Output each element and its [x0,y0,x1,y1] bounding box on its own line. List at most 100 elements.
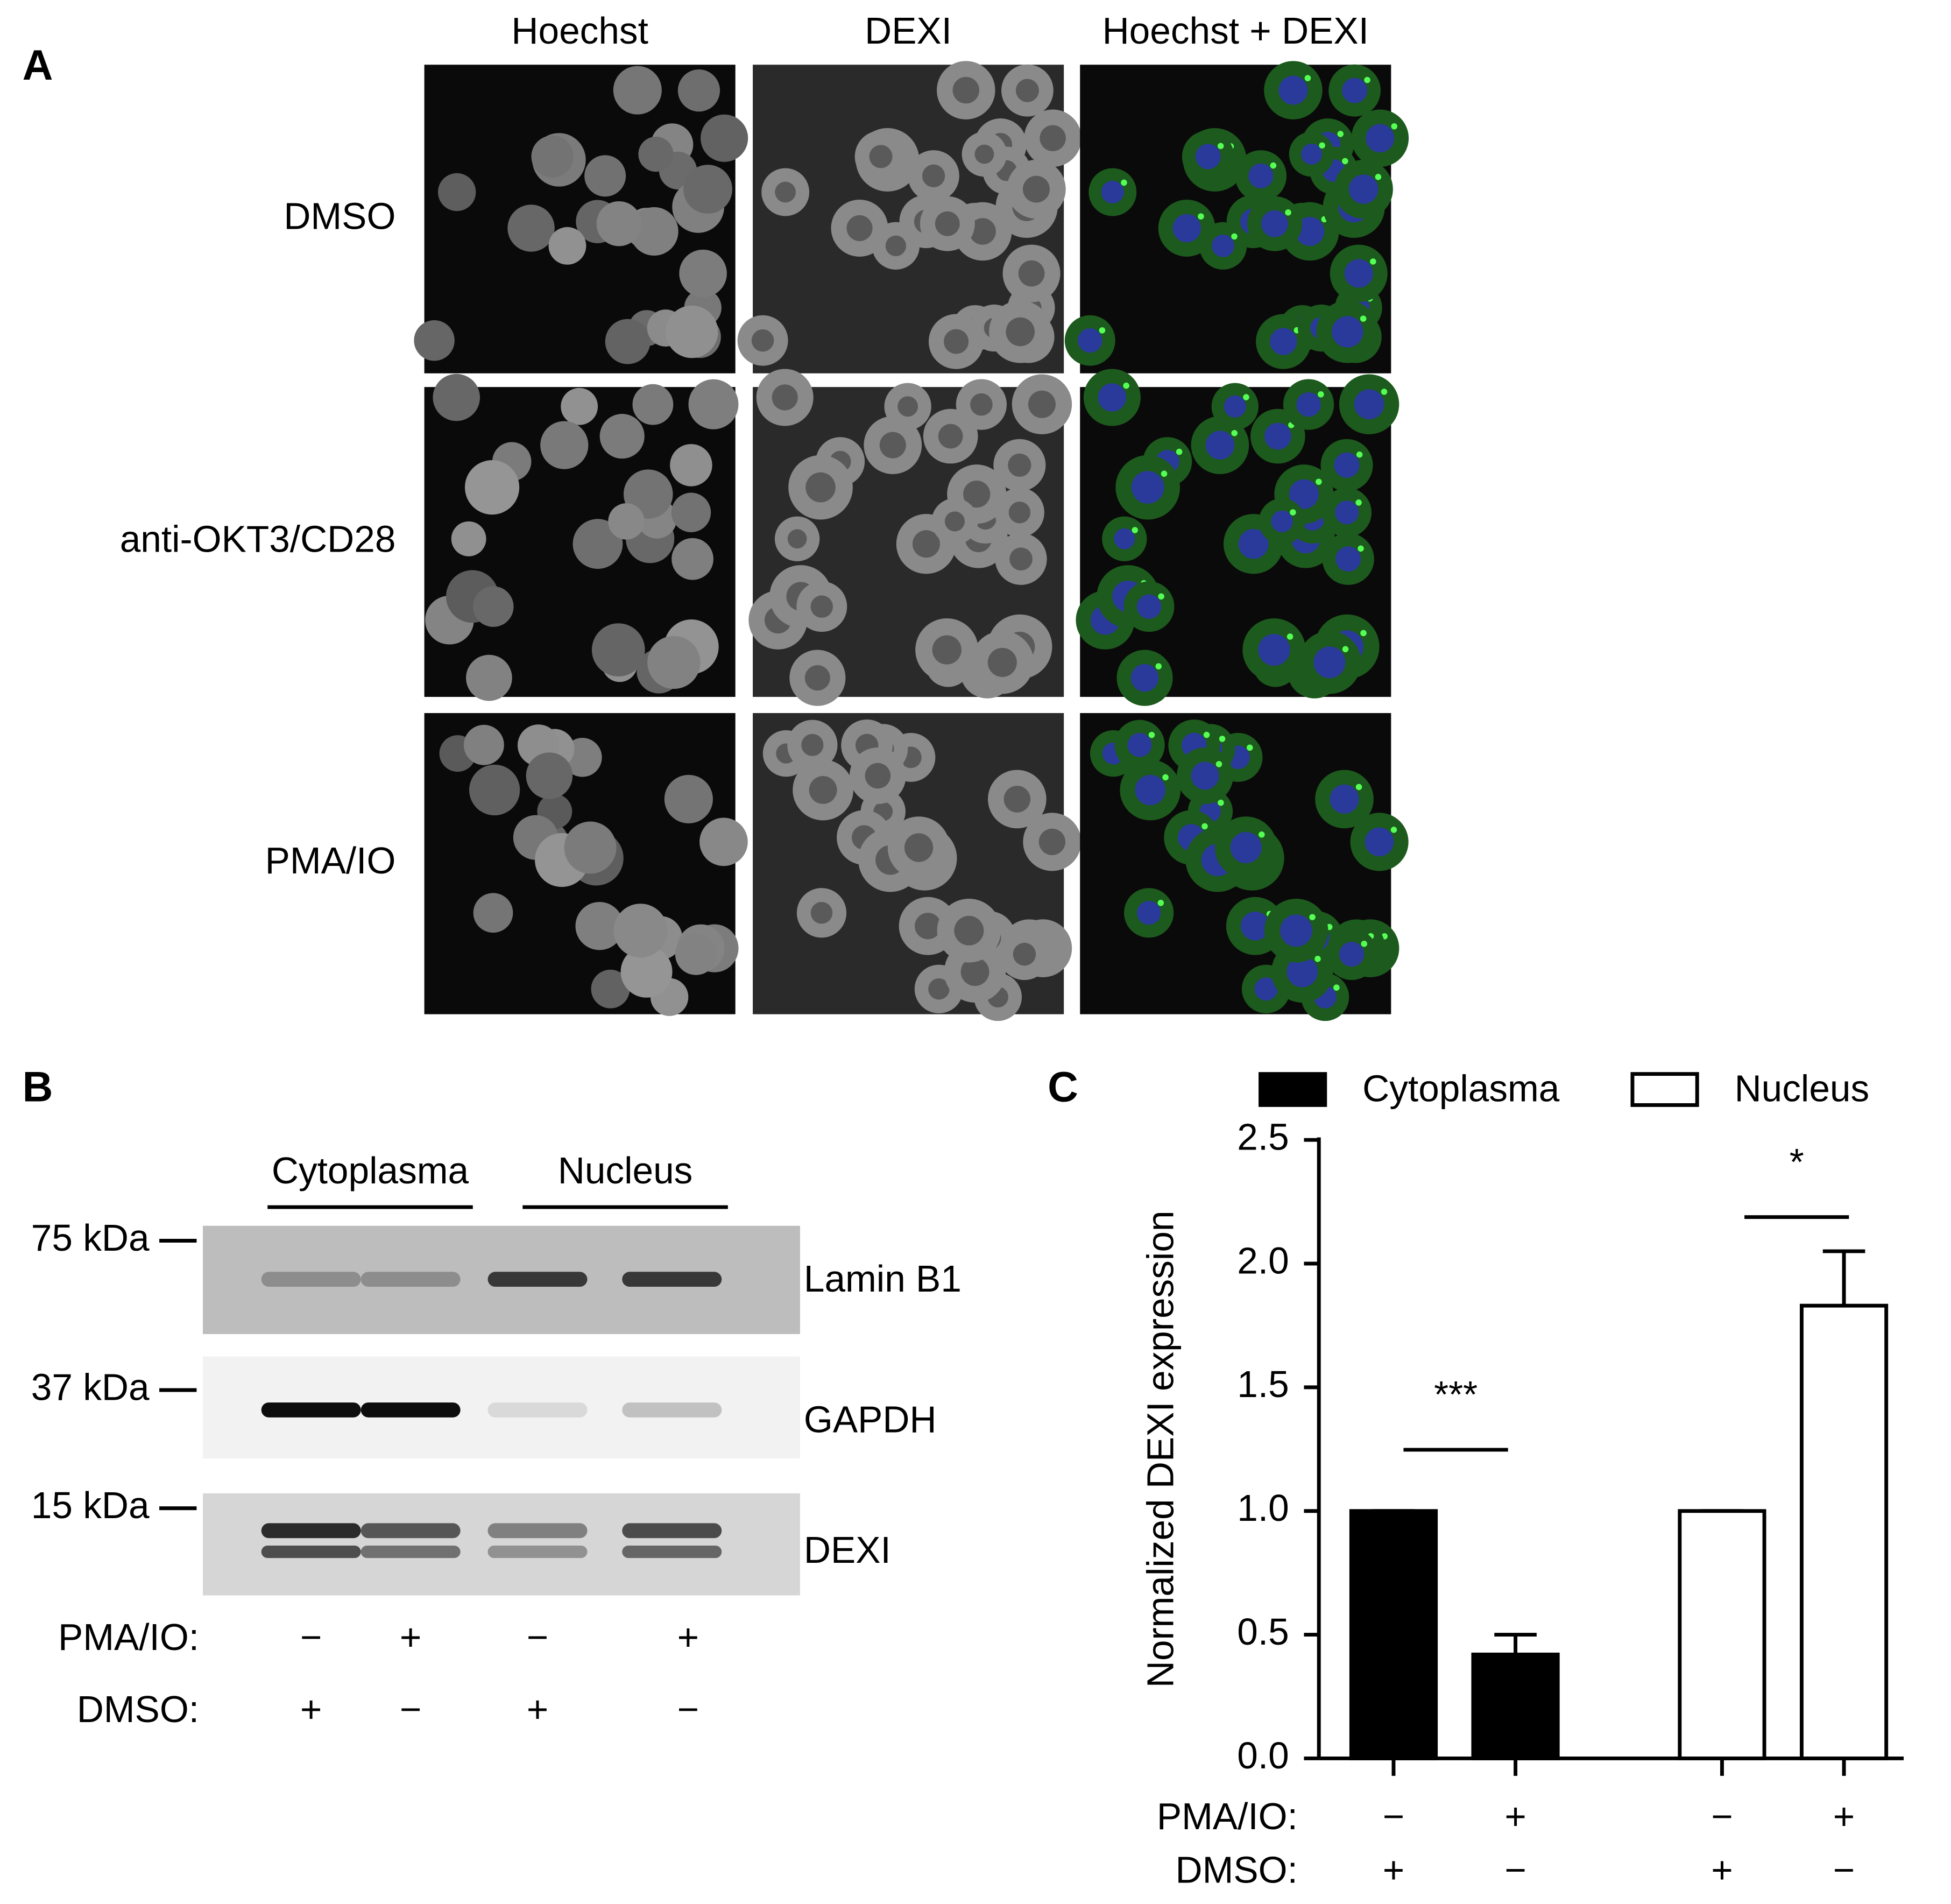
cell-core [1028,390,1056,418]
dot [1132,527,1139,533]
condition-sign: + [1504,1795,1526,1837]
cell-core [1101,180,1124,204]
dot [1286,633,1293,640]
cell-core [932,635,962,665]
dot [1342,158,1348,165]
dot [1370,258,1376,265]
protein-label: DEXI [804,1529,891,1571]
dot [1285,209,1291,216]
cell-core [1191,761,1219,790]
blot-band [622,1402,722,1418]
y-axis-label: Normalized DEXI expression [1140,1211,1182,1688]
cell-core [1240,911,1270,941]
cell-core [1289,479,1319,509]
condition-label: DMSO: [77,1688,199,1730]
y-tick-label: 2.0 [1237,1239,1289,1281]
nucleus [632,384,674,425]
cell-core [1127,732,1152,757]
condition-sign: + [400,1616,422,1658]
significance-label: *** [1434,1373,1478,1415]
dot [1270,162,1277,169]
bar [1799,1303,1889,1760]
cell-core [1296,392,1321,417]
legend-swatch [1259,1072,1327,1107]
y-tick-label: 1.5 [1237,1363,1289,1405]
cell-core [1040,125,1066,152]
dot [1158,593,1164,600]
y-tick-label: 0.5 [1237,1611,1289,1653]
nucleus [688,379,739,429]
dot [1231,430,1238,436]
cell-core [804,665,830,691]
nucleus [599,414,645,459]
dot [1243,394,1249,400]
dot [1259,831,1265,838]
blot-band [360,1546,461,1559]
cell-core [879,432,906,459]
nucleus [531,135,574,178]
cell-core [922,164,945,187]
blot-band [261,1546,361,1559]
dot [1333,984,1340,991]
nucleus [526,752,573,799]
cell-core [970,393,993,416]
dot [1375,174,1382,180]
protein-label: GAPDH [804,1398,937,1440]
dot [1309,914,1316,921]
condition-sign: − [400,1688,422,1730]
blot-band [261,1272,361,1287]
nucleus [665,305,718,358]
cell-core [1137,901,1161,925]
cell-core [944,511,965,532]
nucleus [701,114,748,162]
dot [1201,823,1208,830]
row-label: DMSO [284,195,395,237]
cell-core [1330,784,1359,814]
nucleus [548,227,586,265]
dot [1219,736,1226,742]
fraction-label: Cytoplasma [272,1150,469,1191]
cell-core [787,529,807,549]
significance-label: * [1790,1141,1804,1183]
cell-core [1230,831,1262,864]
condition-sign: + [1383,1849,1405,1891]
dot [1198,213,1204,220]
cell-core [954,915,984,946]
cell-core [944,329,969,354]
cell-core [1295,216,1325,246]
blot-band [487,1402,588,1418]
dot [1337,131,1344,137]
cell-core [1136,594,1162,619]
dot [1319,142,1325,149]
dot [1391,123,1398,130]
condition-sign: + [527,1688,549,1730]
nucleus [507,204,555,252]
dot [1360,315,1367,322]
cell-core [1258,633,1290,666]
nucleus [675,933,717,975]
cell-core [1013,942,1036,966]
blot-band [622,1272,722,1287]
fraction-label: Nucleus [558,1150,693,1191]
y-tick-label: 0.0 [1237,1734,1289,1776]
cell-core [1003,786,1031,813]
dot [1215,761,1222,767]
nucleus [591,969,630,1009]
cell-core [1332,316,1363,348]
blot-band [261,1402,361,1418]
cell-core [1130,664,1159,692]
nucleus [613,66,662,115]
cell-core [1015,79,1039,102]
cell-core [897,396,918,417]
blot-band [487,1523,588,1539]
micrograph [753,713,1081,1021]
cell-core [974,144,994,164]
dot [1381,389,1388,395]
nucleus [677,69,720,112]
protein-label: Lamin B1 [804,1258,962,1300]
cell-core [1354,389,1384,420]
column-label: Hoechst + DEXI [1102,10,1369,52]
row-label: PMA/IO [265,840,396,882]
cell-core [1264,422,1291,450]
cell-core [1348,174,1379,204]
